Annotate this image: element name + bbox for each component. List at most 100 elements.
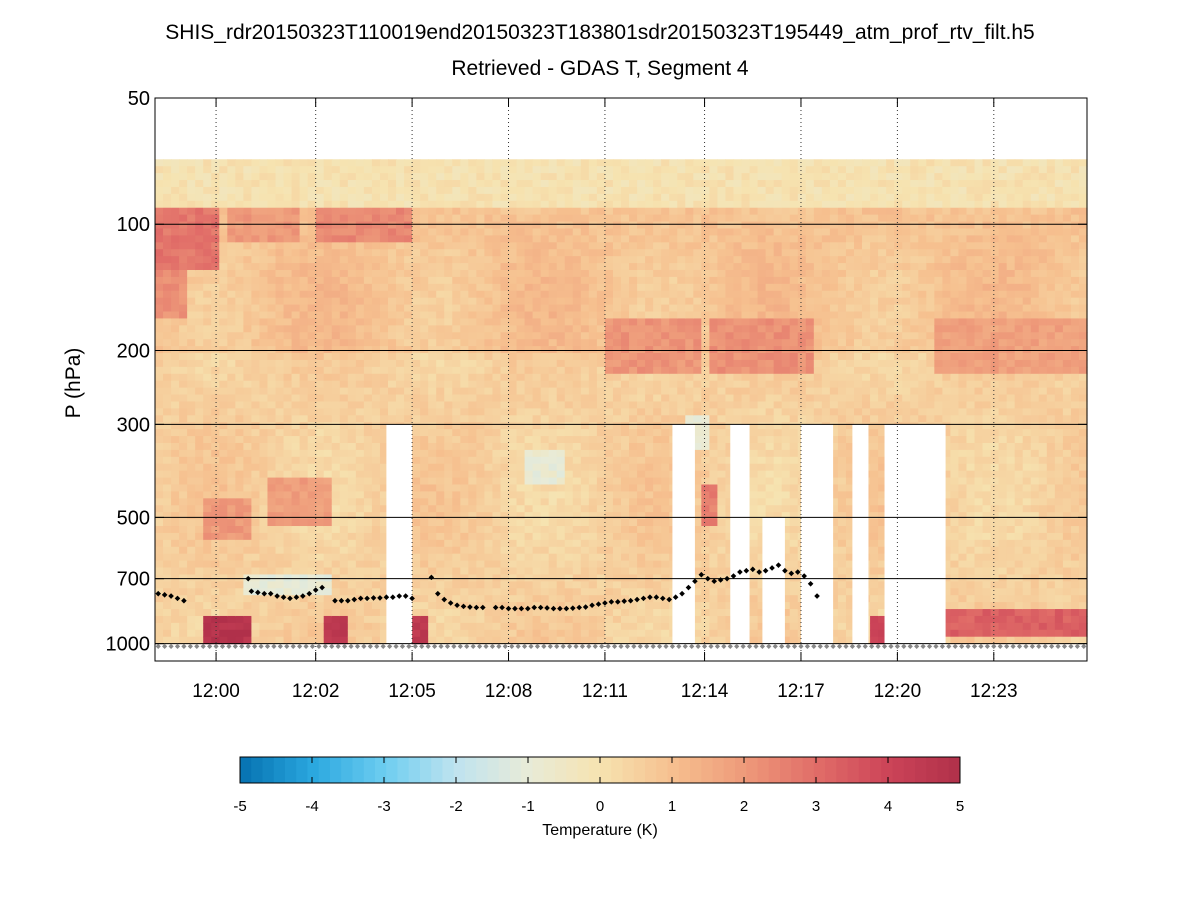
heatmap-cell [259,276,269,285]
heatmap-cell [572,249,582,257]
heatmap-cell [243,263,253,271]
heatmap-cell [404,415,413,423]
heatmap-cell [492,200,502,209]
heatmap-cell [412,249,421,257]
heatmap-cell [709,429,719,437]
heatmap-cell [163,318,172,326]
heatmap-cell [155,173,164,181]
heatmap-cell [307,256,317,264]
heatmap-cell [307,498,317,506]
heatmap-cell [315,436,325,444]
heatmap-cell [363,588,373,596]
heatmap-cell [339,449,349,458]
heatmap-cell [171,214,180,223]
heatmap-cell [452,276,461,285]
heatmap-cell [404,290,413,299]
heatmap-cell [291,359,301,368]
heatmap-cell [339,297,349,306]
heatmap-cell [637,415,646,423]
heatmap-cell [709,456,719,465]
heatmap-cell [725,325,735,333]
heatmap-cell [171,359,180,368]
heatmap-cell [195,498,204,506]
heatmap-cell [428,463,437,472]
heatmap-cell [195,214,204,223]
heatmap-cell [155,180,164,188]
heatmap-cell [645,297,654,306]
heatmap-cell [452,629,461,638]
heatmap-cell [484,588,494,596]
heatmap-cell [291,415,301,423]
heatmap-cell [645,512,654,520]
heatmap-cell [428,242,437,250]
heatmap-cell [516,214,526,223]
heatmap-cell [355,380,365,389]
heatmap-cell [604,456,614,465]
heatmap-cell [404,200,413,209]
heatmap-cell [219,442,228,451]
heatmap-cell [516,366,526,375]
heatmap-cell [500,449,510,458]
heatmap-cell [588,193,598,202]
heatmap-cell [331,484,341,493]
heatmap-cell [219,256,228,264]
heatmap-cell [251,297,261,306]
heatmap-cell [187,429,196,437]
heatmap-cell [420,318,429,326]
heatmap-cell [195,228,204,236]
heatmap-cell [404,263,413,271]
heatmap-cell [556,394,566,403]
heatmap-cell [363,553,373,562]
heatmap-cell [548,505,558,513]
heatmap-cell [621,581,630,589]
heatmap-cell [428,629,437,638]
heatmap-cell [444,346,453,354]
heatmap-cell [396,207,405,216]
heatmap-cell [396,325,405,333]
heatmap-cell [476,180,486,188]
heatmap-cell [347,519,357,527]
heatmap-cell [371,519,381,527]
heatmap-cell [179,422,188,430]
heatmap-cell [653,304,662,313]
heatmap-cell [396,193,405,202]
heatmap-cell [275,166,285,174]
heatmap-cell [677,332,686,340]
heatmap-cell [492,429,502,437]
heatmap-cell [307,422,317,430]
heatmap-cell [484,553,494,562]
heatmap-cell [420,456,429,465]
heatmap-cell [315,498,325,506]
heatmap-cell [500,200,510,209]
heatmap-cell [291,588,301,596]
heatmap-cell [524,581,534,589]
heatmap-cell [275,602,285,610]
heatmap-cell [235,304,244,313]
heatmap-cell [612,380,622,389]
heatmap-cell [661,456,670,465]
heatmap-cell [315,484,325,493]
heatmap-cell [283,228,293,236]
heatmap-cell [187,422,196,430]
heatmap-cell [685,193,694,202]
heatmap-cell [163,442,172,451]
heatmap-cell [717,193,727,202]
heatmap-cell [693,276,702,285]
heatmap-cell [307,180,317,188]
heatmap-cell [371,228,381,236]
heatmap-cell [621,339,630,347]
heatmap-cell [339,456,349,465]
heatmap-cell [331,429,341,437]
heatmap-cell [412,408,421,416]
heatmap-cell [243,166,253,174]
heatmap-cell [396,346,405,354]
heatmap-cell [331,498,341,506]
heatmap-cell [291,401,301,409]
heatmap-cell [219,166,228,174]
heatmap-cell [371,408,381,416]
heatmap-cell [307,283,317,292]
heatmap-cell [717,553,727,562]
heatmap-cell [291,221,301,230]
heatmap-cell [163,325,172,333]
heatmap-cell [604,546,614,555]
